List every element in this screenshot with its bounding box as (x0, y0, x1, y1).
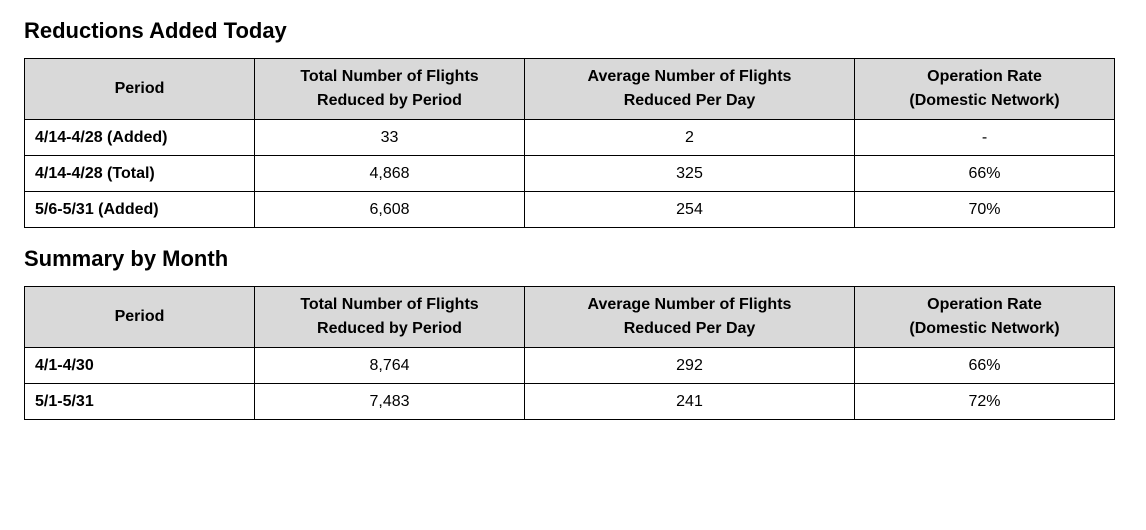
col-header-total: Total Number of Flights Reduced by Perio… (255, 59, 525, 120)
header-text: Total Number of Flights (300, 296, 478, 313)
cell-period: 4/14-4/28 (Total) (25, 156, 255, 192)
cell-avg: 241 (525, 384, 855, 420)
table-row: 4/1-4/30 8,764 292 66% (25, 348, 1115, 384)
cell-total: 7,483 (255, 384, 525, 420)
header-text: Operation Rate (927, 68, 1042, 85)
table-row: 4/14-4/28 (Added) 33 2 - (25, 120, 1115, 156)
cell-rate: 66% (855, 156, 1115, 192)
section2-title: Summary by Month (24, 246, 1122, 272)
cell-period: 5/6-5/31 (Added) (25, 192, 255, 228)
cell-total: 6,608 (255, 192, 525, 228)
col-header-rate: Operation Rate (Domestic Network) (855, 59, 1115, 120)
cell-rate: 72% (855, 384, 1115, 420)
cell-avg: 254 (525, 192, 855, 228)
table-row: 5/1-5/31 7,483 241 72% (25, 384, 1115, 420)
cell-avg: 325 (525, 156, 855, 192)
cell-total: 33 (255, 120, 525, 156)
header-text: Reduced by Period (317, 92, 462, 109)
header-text: Average Number of Flights (588, 68, 792, 85)
table-row: 4/14-4/28 (Total) 4,868 325 66% (25, 156, 1115, 192)
header-text: Operation Rate (927, 296, 1042, 313)
cell-period: 4/14-4/28 (Added) (25, 120, 255, 156)
cell-period: 5/1-5/31 (25, 384, 255, 420)
col-header-period: Period (25, 287, 255, 348)
col-header-total: Total Number of Flights Reduced by Perio… (255, 287, 525, 348)
header-text: Total Number of Flights (300, 68, 478, 85)
col-header-period: Period (25, 59, 255, 120)
cell-avg: 292 (525, 348, 855, 384)
cell-avg: 2 (525, 120, 855, 156)
section1-title: Reductions Added Today (24, 18, 1122, 44)
cell-rate: 70% (855, 192, 1115, 228)
reductions-today-table: Period Total Number of Flights Reduced b… (24, 58, 1115, 228)
col-header-avg: Average Number of Flights Reduced Per Da… (525, 59, 855, 120)
header-text: Reduced Per Day (624, 320, 756, 337)
header-text: Average Number of Flights (588, 296, 792, 313)
cell-total: 4,868 (255, 156, 525, 192)
header-text: Reduced by Period (317, 320, 462, 337)
col-header-avg: Average Number of Flights Reduced Per Da… (525, 287, 855, 348)
col-header-rate: Operation Rate (Domestic Network) (855, 287, 1115, 348)
table-header-row: Period Total Number of Flights Reduced b… (25, 287, 1115, 348)
cell-total: 8,764 (255, 348, 525, 384)
table-header-row: Period Total Number of Flights Reduced b… (25, 59, 1115, 120)
cell-rate: 66% (855, 348, 1115, 384)
header-text: Reduced Per Day (624, 92, 756, 109)
summary-by-month-table: Period Total Number of Flights Reduced b… (24, 286, 1115, 420)
cell-period: 4/1-4/30 (25, 348, 255, 384)
cell-rate: - (855, 120, 1115, 156)
table-row: 5/6-5/31 (Added) 6,608 254 70% (25, 192, 1115, 228)
header-text: (Domestic Network) (909, 320, 1059, 337)
header-text: (Domestic Network) (909, 92, 1059, 109)
